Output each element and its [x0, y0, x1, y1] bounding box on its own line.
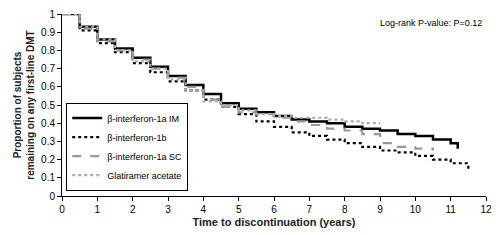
- svg-text:10: 10: [410, 204, 422, 215]
- svg-text:11: 11: [445, 204, 456, 215]
- svg-text:β-interferon-1b: β-interferon-1b: [107, 133, 166, 143]
- svg-text:1: 1: [95, 204, 101, 215]
- svg-text:0.4: 0.4: [41, 118, 55, 129]
- svg-text:8: 8: [342, 204, 348, 215]
- svg-text:Glatiramer acetate: Glatiramer acetate: [107, 171, 181, 181]
- svg-text:0.8: 0.8: [41, 45, 55, 56]
- svg-text:0.1: 0.1: [41, 172, 55, 183]
- svg-text:β-interferon-1a IM: β-interferon-1a IM: [107, 114, 179, 124]
- svg-text:0: 0: [49, 191, 55, 202]
- svg-text:0.7: 0.7: [41, 63, 55, 74]
- svg-text:β-interferon-1a SC: β-interferon-1a SC: [107, 152, 182, 162]
- svg-text:12: 12: [480, 204, 492, 215]
- svg-text:6: 6: [271, 204, 277, 215]
- svg-text:Proportion of subjectsremainin: Proportion of subjectsremaining on any f…: [12, 30, 36, 179]
- svg-text:0: 0: [59, 204, 65, 215]
- svg-text:7: 7: [307, 204, 313, 215]
- svg-text:0.9: 0.9: [41, 27, 55, 38]
- svg-text:0.2: 0.2: [41, 154, 55, 165]
- svg-text:5: 5: [236, 204, 242, 215]
- svg-text:3: 3: [165, 204, 171, 215]
- svg-text:9: 9: [377, 204, 383, 215]
- svg-text:Log-rank P-value: P=0.12: Log-rank P-value: P=0.12: [380, 18, 482, 28]
- svg-text:4: 4: [201, 204, 207, 215]
- svg-text:0.6: 0.6: [41, 81, 55, 92]
- svg-text:2: 2: [130, 204, 136, 215]
- svg-text:0.3: 0.3: [41, 136, 55, 147]
- svg-text:Time to discontinuation (years: Time to discontinuation (years): [193, 216, 356, 228]
- svg-text:0.5: 0.5: [41, 100, 55, 111]
- svg-text:1: 1: [49, 9, 55, 20]
